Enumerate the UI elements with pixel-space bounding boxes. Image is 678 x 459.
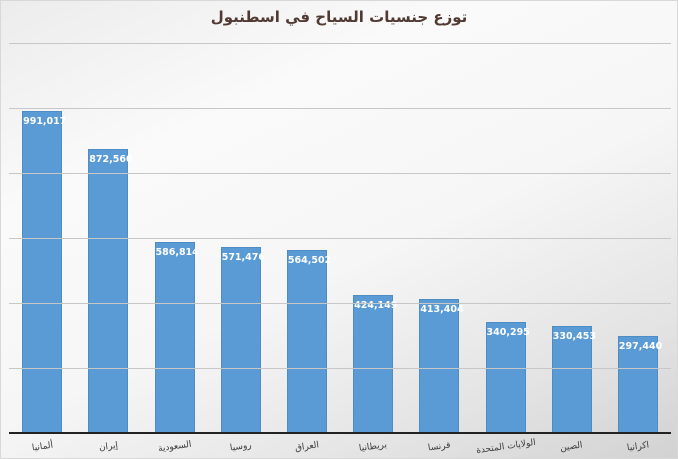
x-label-slot: ألمانيا [9, 435, 75, 458]
bar-value-label: 330,453 [552, 330, 596, 342]
gridline [9, 302, 671, 304]
bar-0[interactable]: 991,017 [22, 110, 67, 433]
x-label-slot: إيران [75, 435, 141, 458]
x-label-slot: العراق [274, 435, 340, 458]
plot-area: 991,017 872,560 586,814 571,476 564,502 424,1… [9, 43, 671, 433]
bar-value-label: 340,295 [486, 327, 530, 339]
gridline [9, 368, 671, 369]
bar-7[interactable]: 340,295 [485, 322, 530, 433]
x-label-slot: السعودية [141, 435, 207, 458]
gridline [9, 43, 671, 44]
bar-2[interactable]: 586,814 [154, 242, 199, 433]
x-label-slot: الولايات المتحدة [472, 435, 538, 458]
x-axis-label-3: روسيا [229, 440, 253, 454]
bar-value-label: 413,404 [420, 303, 464, 315]
bar-6[interactable]: 413,404 [419, 298, 464, 433]
x-axis-label-5: بريطانيا [358, 440, 388, 454]
bar-value-label: 297,440 [618, 341, 663, 353]
x-label-slot: الصين [539, 435, 605, 458]
bar-value-label: 424,149 [354, 300, 398, 312]
x-axis-label-0: ألمانيا [30, 440, 54, 454]
bar-5[interactable]: 424,149 [353, 295, 398, 433]
bar-4[interactable]: 564,502 [286, 249, 332, 433]
x-label-slot: روسيا [208, 435, 274, 458]
bar-slot: 340,295 [472, 43, 538, 433]
bar-slot: 330,453 [539, 43, 605, 433]
gridline [9, 107, 671, 109]
x-axis-label-8: الصين [559, 440, 584, 454]
bar-slot: 571,476 [208, 43, 274, 433]
bar-value-label: 564,502 [287, 254, 332, 266]
bar-value-label: 586,814 [155, 247, 199, 259]
bar-1[interactable]: 872,560 [88, 149, 133, 433]
x-axis-label-1: إيران [98, 440, 119, 454]
x-axis-label-2: السعودية [157, 439, 192, 455]
chart-title: توزع جنسيات السياح في اسطنبول [210, 8, 468, 26]
gridline [9, 238, 671, 239]
bar-slot: 991,017 [9, 43, 75, 433]
gridline [9, 172, 671, 174]
bar-slot: 872,560 [75, 43, 141, 433]
x-label-slot: بريطانيا [340, 435, 406, 458]
bar-slot: 424,149 [340, 43, 406, 433]
bar-8[interactable]: 330,453 [551, 325, 596, 433]
bar-3[interactable]: 571,476 [220, 247, 265, 433]
x-axis-label-4: العراق [294, 440, 320, 454]
x-axis-line [9, 432, 671, 434]
x-axis-label-9: اكرانيا [626, 440, 650, 454]
x-label-slot: اكرانيا [605, 435, 671, 458]
x-axis-labels: ألمانيا إيران السعودية روسيا العراق بريطانيا ف… [9, 435, 671, 458]
x-label-slot: فرنسا [406, 435, 472, 458]
x-axis-label-6: فرنسا [427, 440, 452, 454]
bar-value-label: 571,476 [221, 252, 265, 264]
bar-slot: 586,814 [141, 43, 207, 433]
bar-value-label: 872,560 [89, 154, 133, 166]
bar-9[interactable]: 297,440 [617, 336, 663, 433]
bars-container: 991,017 872,560 586,814 571,476 564,502 424,1… [9, 43, 671, 433]
bar-slot: 564,502 [274, 43, 340, 433]
bar-value-label: 991,017 [23, 115, 67, 127]
x-axis-label-7: الولايات المتحدة [475, 437, 536, 457]
bar-slot: 413,404 [406, 43, 472, 433]
